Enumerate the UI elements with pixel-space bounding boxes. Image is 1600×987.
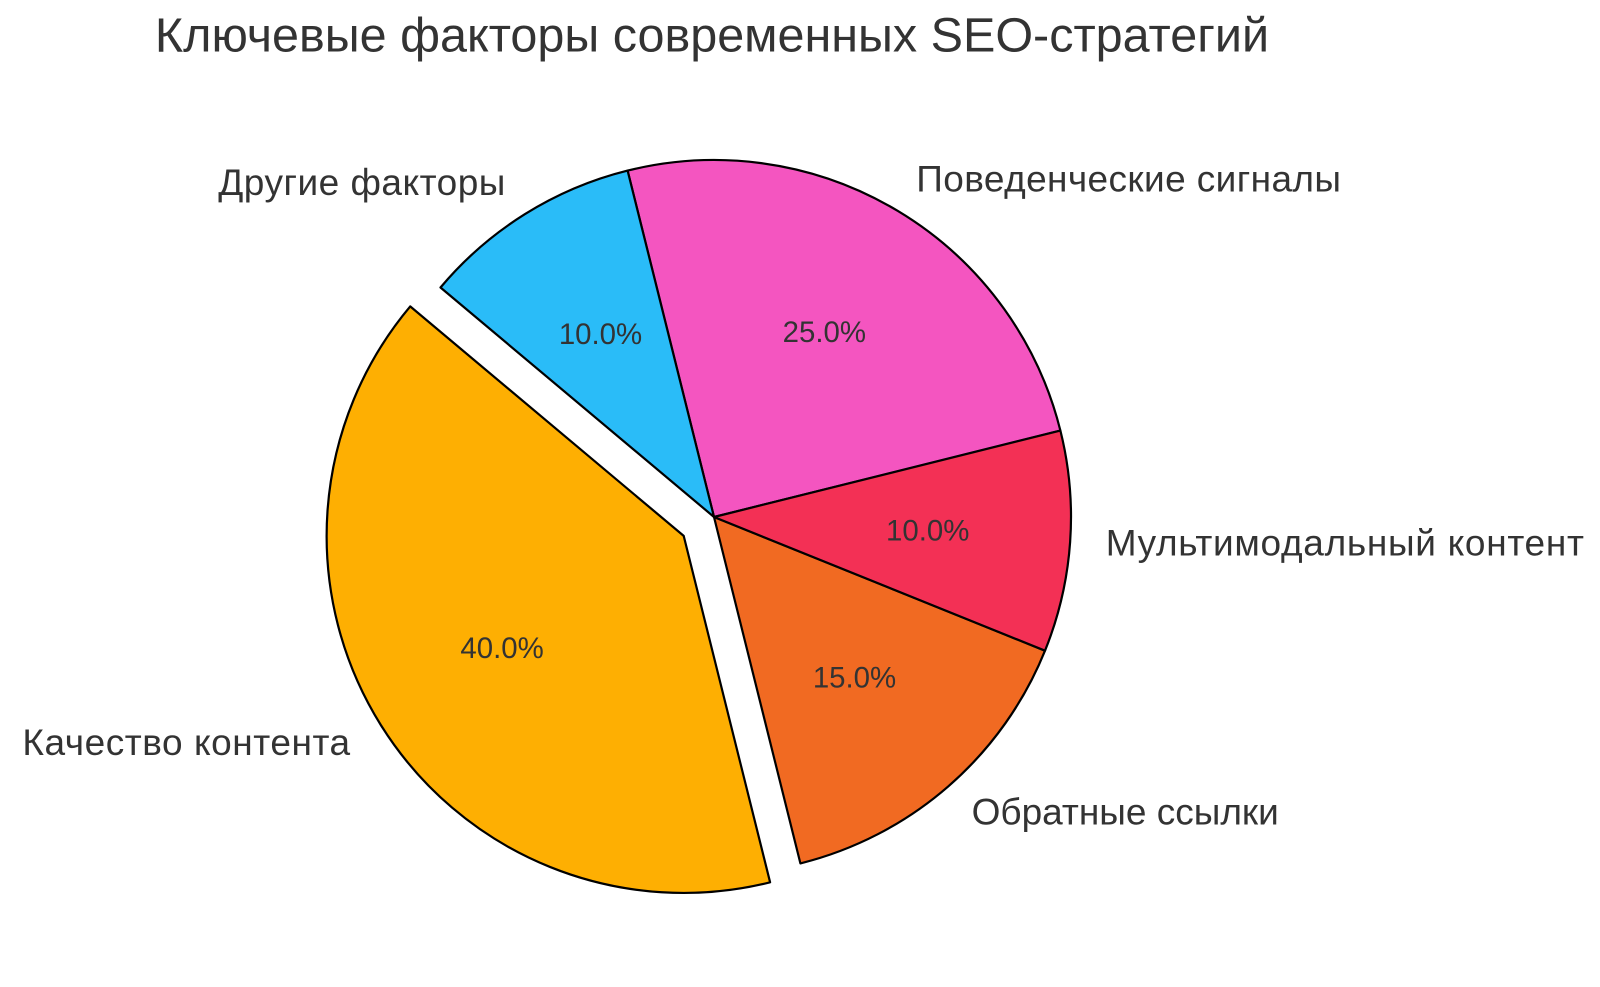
svg-text:Ключевые факторы современных S: Ключевые факторы современных SEO-стратег… [155,9,1269,63]
svg-text:10.0%: 10.0% [886,515,969,548]
svg-text:15.0%: 15.0% [813,661,896,694]
svg-text:Обратные ссылки: Обратные ссылки [972,791,1279,832]
svg-text:Качество контента: Качество контента [22,722,350,763]
svg-text:Другие факторы: Другие факторы [218,162,506,203]
svg-text:40.0%: 40.0% [460,632,543,665]
svg-text:10.0%: 10.0% [559,318,642,351]
svg-text:25.0%: 25.0% [783,316,866,349]
svg-text:Мультимодальный контент: Мультимодальный контент [1106,522,1585,563]
svg-text:Поведенческие сигналы: Поведенческие сигналы [916,158,1341,199]
